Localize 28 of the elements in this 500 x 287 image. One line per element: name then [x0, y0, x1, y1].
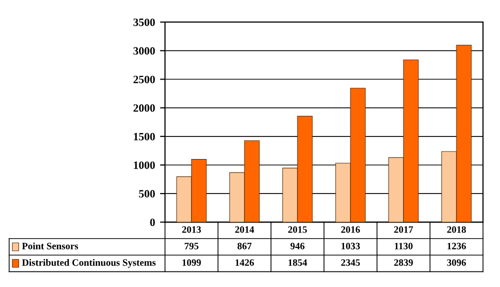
legend-label: Distributed Continuous Systems [22, 258, 156, 268]
data-label: 1236 [448, 242, 466, 250]
y-tick-label: 1000 [134, 161, 155, 169]
y-tick-label: 3000 [133, 47, 155, 55]
data-label: 1033 [342, 242, 360, 250]
legend-label: Point Sensors [22, 242, 78, 250]
x-tick-label: 2016 [341, 226, 360, 233]
y-tick-label: 500 [139, 190, 155, 198]
y-tick-label: 3500 [133, 18, 155, 26]
data-label: 2345 [341, 259, 360, 266]
data-label: 867 [238, 242, 252, 250]
data-label: 795 [184, 242, 198, 250]
x-tick-label: 2017 [394, 226, 413, 233]
y-tick-label: 1500 [134, 132, 155, 140]
y-tick-label: 2500 [134, 76, 155, 84]
x-tick-label: 2018 [447, 226, 466, 233]
x-tick-label: 2015 [288, 226, 307, 233]
data-label: 2839 [394, 259, 413, 266]
data-label: 946 [290, 242, 305, 250]
data-label: 1426 [236, 259, 254, 266]
data-label: 1130 [394, 242, 413, 250]
x-tick-label: 2014 [235, 226, 254, 233]
x-tick-label: 2013 [182, 226, 201, 233]
data-label: 3096 [447, 259, 466, 266]
data-label: 1854 [288, 259, 308, 266]
y-tick-label: 0 [150, 218, 155, 226]
y-tick-label: 2000 [134, 104, 155, 112]
data-label: 1099 [182, 259, 201, 266]
